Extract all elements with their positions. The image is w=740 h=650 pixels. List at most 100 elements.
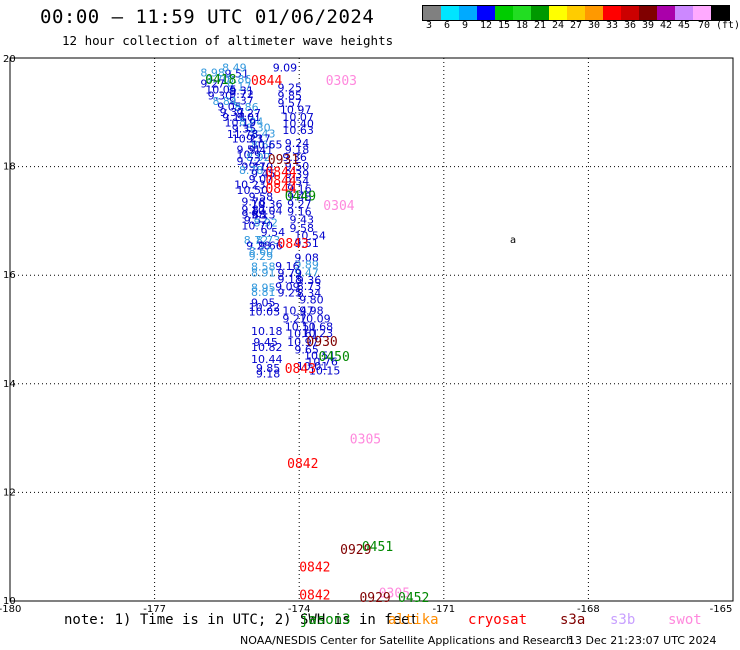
wave-height-value: 9.10 <box>249 160 274 173</box>
wave-height-value: 8.92 <box>246 151 271 164</box>
wave-height-value: 9.79 <box>278 267 303 280</box>
wave-height-value: 9.08 <box>294 252 319 265</box>
wave-height-value: 9.41 <box>249 144 274 157</box>
wave-height-value: 10.07 <box>282 111 314 124</box>
wave-height-value: 9.27 <box>287 198 312 211</box>
color-scale-label: 18 <box>516 20 529 31</box>
color-scale-label: 15 <box>498 20 511 31</box>
pass-time-label: 0305 <box>379 587 410 602</box>
pass-time-label: 0305 <box>350 433 381 448</box>
wave-height-value: 9.27 <box>200 77 225 90</box>
wave-height-value: 10.70 <box>241 220 272 233</box>
wave-height-value: 10.82 <box>251 341 283 354</box>
longitude-tick-label: -171 <box>432 604 455 615</box>
wave-height-value: 10.61 <box>287 328 319 341</box>
latitude-tick-label: 20 <box>3 54 16 65</box>
wave-height-value: 9.16 <box>287 183 312 196</box>
wave-height-value: 8.49 <box>222 62 247 75</box>
wave-height-value: 9.85 <box>278 89 303 102</box>
color-scale-label: 27 <box>570 20 583 31</box>
pass-time-label: 0844 <box>251 74 282 89</box>
color-scale-label: 42 <box>660 20 673 31</box>
wave-height-value: 9.16 <box>275 260 300 273</box>
footer-credit: NOAA/NESDIS Center for Satellite Applica… <box>240 634 574 647</box>
pass-time-label: 0450 <box>318 350 349 365</box>
latitude-tick-label: 10 <box>3 596 16 607</box>
wave-height-value: 9.13 <box>251 209 276 222</box>
pass-time-label: 0844 <box>265 174 296 189</box>
wave-height-value: 10.01 <box>297 360 329 373</box>
wave-height-value: 10.09 <box>299 312 331 325</box>
wave-height-value: 10.97 <box>287 336 319 349</box>
wave-height-value: 10.22 <box>249 301 281 314</box>
footer-date: 13 Dec 21:23:07 UTC 2024 <box>568 634 717 647</box>
wave-height-value: 9.85 <box>256 362 281 375</box>
wave-height-value: 9.57 <box>278 97 303 110</box>
wave-height-value: 9.50 <box>285 160 310 173</box>
pass-time-label: 0929 <box>359 591 390 606</box>
wave-height-value: 9.09 <box>273 62 298 75</box>
wave-height-value: 9.01 <box>237 111 261 124</box>
color-swatch <box>531 6 549 20</box>
color-swatch <box>567 6 585 20</box>
wave-height-value: 8.65 <box>251 139 276 152</box>
pass-time-label: 0842 <box>287 457 318 472</box>
pass-time-label: 0929 <box>340 543 371 558</box>
pass-time-label: 0843 <box>285 362 316 377</box>
color-scale-label: 24 <box>552 20 565 31</box>
wave-height-value: 9.72 <box>229 88 254 101</box>
wave-height-value: 10.23 <box>232 133 264 146</box>
color-swatch <box>621 6 639 20</box>
wave-height-value: 8.73 <box>297 280 322 293</box>
pass-time-label: 0304 <box>323 199 354 214</box>
longitude-tick-label: -174 <box>288 604 311 615</box>
wave-height-value: 11.78 <box>227 128 259 141</box>
wave-height-value: 9.48 <box>287 190 312 203</box>
wave-height-value: 9.65 <box>294 343 319 356</box>
wave-height-value: 9.66 <box>258 240 283 253</box>
wave-height-color-scale <box>422 5 730 21</box>
pass-time-label: 0930 <box>306 335 337 350</box>
wave-height-value: 8.94 <box>239 115 264 128</box>
wave-height-value: 9.09 <box>275 280 300 293</box>
wave-height-value: 9.36 <box>282 151 307 164</box>
wave-height-value: 8.86 <box>234 101 259 114</box>
wave-height-value: 9.37 <box>241 160 265 173</box>
wave-height-value: 8.86 <box>227 73 252 86</box>
wave-height-value: 9.36 <box>297 274 322 287</box>
wave-height-value: 9.51 <box>224 68 249 81</box>
longitude-tick-label: -177 <box>143 604 166 615</box>
wave-height-value: 10.63 <box>282 124 314 137</box>
color-swatch <box>675 6 693 20</box>
wave-height-value: 9.17 <box>246 133 271 146</box>
latitude-tick-label: 18 <box>3 162 16 173</box>
pass-time-label: 0843 <box>278 237 309 252</box>
latitude-tick-label: 14 <box>3 379 16 390</box>
color-scale-label: 45 <box>678 20 691 31</box>
wave-height-value: 9.16 <box>287 205 312 218</box>
wave-height-value: 9.51 <box>294 237 319 250</box>
color-swatch <box>423 6 441 20</box>
wave-height-value: 10.68 <box>302 321 334 334</box>
satellite-legend-item: altika <box>388 612 439 628</box>
wave-height-value: 10.50 <box>237 184 268 197</box>
wave-height-value: 8.78 <box>239 164 264 177</box>
wave-height-value: 9.88 <box>241 209 265 222</box>
color-scale-label: 30 <box>588 20 601 31</box>
wave-height-value: 9.89 <box>294 259 319 272</box>
color-scale-label: 33 <box>606 20 619 31</box>
pass-time-label: 0418 <box>205 73 236 88</box>
color-scale-label: 39 <box>642 20 655 31</box>
wave-height-value: 10.03 <box>249 305 281 318</box>
wave-height-value: 9.54 <box>285 175 310 188</box>
longitude-tick-label: -180 <box>0 604 21 615</box>
wave-height-value: 9.18 <box>278 273 303 286</box>
map-axis-labels: -180 -177 -174 -171 -168 -165 20 18 16 14 12 10 <box>0 54 732 615</box>
wave-height-value: 9.37 <box>220 106 245 119</box>
latitude-tick-label: 12 <box>3 487 16 498</box>
color-scale-label: 12 <box>480 20 493 31</box>
wave-height-value: 9.31 <box>229 84 254 97</box>
satellite-legend-item: s3a <box>560 612 586 628</box>
wave-height-value: 10.91 <box>237 148 268 161</box>
